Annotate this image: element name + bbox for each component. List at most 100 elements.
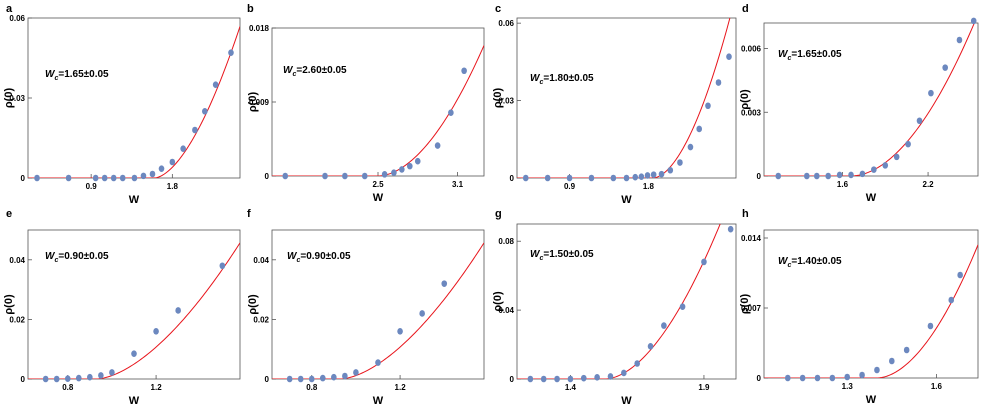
y-tick-label: 0 [265,172,270,181]
y-axis-label: ρ(0) [3,294,15,315]
plot-frame [763,229,979,379]
data-point [131,174,138,182]
data-point [775,172,782,180]
x-axis-label: W [866,192,877,204]
data-point [623,174,630,182]
data-point [87,373,93,381]
data-point [638,173,645,181]
annotation-subscript: c [54,75,58,82]
x-axis-label: W [866,394,877,406]
data-point [836,171,843,179]
annotation-subscript: c [787,55,791,62]
x-tick-label: 1.8 [643,182,655,191]
y-tick-label: 0.007 [741,304,762,313]
data-point [169,158,176,166]
panel-label: f [247,208,251,220]
data-point [667,166,674,174]
data-point [825,172,831,180]
y-tick-label: 0.003 [741,108,762,117]
data-point [375,359,381,366]
data-point [882,162,889,169]
panel-label: c [495,3,501,15]
data-point [634,360,640,367]
annotation-subscript: c [296,257,300,264]
data-point [92,174,99,182]
data-point [726,53,732,61]
data-point [679,303,686,310]
data-point [98,372,104,379]
data-point [448,109,454,116]
data-point [540,375,547,383]
data-point [381,171,388,178]
data-point [202,108,208,115]
data-point [441,280,448,287]
data-point [893,153,900,161]
data-point [942,64,948,71]
x-tick-label: 1.6 [837,180,849,189]
data-point [131,350,137,357]
data-point [588,174,595,182]
annotation-value: =1.80±0.05 [543,73,594,84]
data-point [594,373,600,381]
annotation-subscript: c [539,79,543,86]
plot-frame [763,22,979,177]
x-tick-label: 1.9 [698,383,710,392]
data-point [53,375,60,383]
y-axis-label: ρ(0) [247,294,259,315]
critical-value-annotation: Wc=1.50±0.05 [530,249,594,262]
data-point [804,172,810,180]
annotation-value: =1.65±0.05 [58,69,109,80]
data-point [65,174,72,182]
annotation-subscript: c [787,262,791,269]
annotation-value: =0.90±0.05 [58,251,109,262]
data-point [948,296,955,304]
fit-curve [517,224,721,379]
data-point [928,89,934,97]
data-point [566,174,573,182]
data-point [621,369,627,377]
data-point [34,174,40,182]
fit-curve [517,18,731,178]
annotation-symbol: W [778,49,789,60]
data-point [342,372,348,380]
panel-d: d 0 0.003 0.006 1.6 2.2 Wρ(0) Wc=1.65±0.05 [739,3,979,204]
x-tick-label: 0.9 [86,182,98,191]
x-tick-label: 0.9 [564,182,576,191]
data-point [75,374,82,382]
data-point [119,174,126,182]
data-point [677,159,683,166]
data-point [110,174,117,182]
y-tick-label: 0.02 [253,315,269,324]
y-axis-label: ρ(0) [247,92,259,113]
data-point [859,371,865,379]
data-point [905,140,911,148]
data-point [286,375,293,383]
panel-label: e [6,208,12,220]
data-point [544,174,551,182]
data-point [522,174,529,182]
y-tick-label: 0.009 [249,98,270,107]
critical-value-annotation: Wc=1.65±0.05 [45,69,109,82]
data-point [419,310,425,317]
x-tick-label: 1.2 [395,383,407,392]
data-point [175,307,181,314]
data-point [647,342,654,350]
data-point [391,169,397,177]
data-point [874,366,880,374]
data-point [957,271,963,279]
panel-a: a 0 0.03 0.06 0.9 1.8 Wρ(0) Wc=1.65±0.05 [3,3,241,206]
y-axis-label: ρ(0) [739,294,751,315]
panel-label: a [6,3,13,15]
data-point [814,374,821,382]
data-point [101,174,108,182]
data-point [342,172,348,180]
data-point [829,374,836,382]
y-tick-label: 0.03 [498,97,514,106]
data-point [799,374,806,382]
data-point [461,67,467,75]
x-tick-label: 2.5 [372,180,384,189]
x-tick-label: 3.1 [452,180,464,189]
data-point [297,375,304,383]
annotation-value: =1.40±0.05 [791,256,842,267]
data-point [567,375,574,383]
